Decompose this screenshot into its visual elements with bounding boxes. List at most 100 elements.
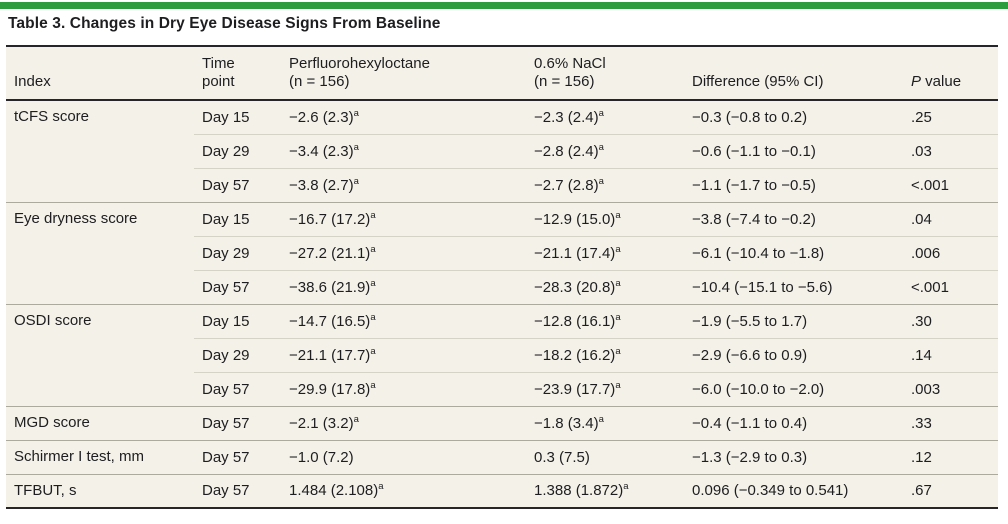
nacl-value-cell: −2.8 (2.4)a [526, 133, 684, 168]
perfluorohexyloctane-value-cell: −3.8 (2.7)a [281, 167, 526, 202]
p-value-cell: .003 [903, 371, 998, 406]
index-cell: MGD score [6, 405, 194, 440]
p-value-cell: .14 [903, 337, 998, 372]
footnote-marker: a [615, 243, 621, 255]
p-value-cell: .12 [903, 439, 998, 474]
nacl-value-cell: −21.1 (17.4)a [526, 235, 684, 270]
difference-ci-cell: −0.6 (−1.1 to −0.1) [684, 133, 903, 168]
table-row: Day 57 −29.9 (17.8)a −23.9 (17.7)a −6.0 (−1… [6, 371, 998, 406]
p-value-cell: .006 [903, 235, 998, 270]
time-point-cell: Day 57 [194, 371, 281, 406]
footnote-marker: a [615, 345, 621, 357]
perfluorohexyloctane-value-cell: −16.7 (17.2)a [281, 201, 526, 236]
data-table: Index Time point Perfluorohexyloctane (n… [6, 45, 998, 509]
difference-ci-cell: −0.3 (−0.8 to 0.2) [684, 99, 903, 134]
column-header-nacl: 0.6% NaCl (n = 156) [526, 46, 684, 101]
perfluorohexyloctane-value-cell: −29.9 (17.8)a [281, 371, 526, 406]
difference-ci-cell: −10.4 (−15.1 to −5.6) [684, 269, 903, 304]
brand-accent-bar [0, 2, 1008, 9]
nacl-value-cell: −28.3 (20.8)a [526, 269, 684, 304]
footnote-marker: a [615, 379, 621, 391]
column-header-perfluorohexyloctane: Perfluorohexyloctane (n = 156) [281, 46, 526, 101]
difference-ci-cell: −1.3 (−2.9 to 0.3) [684, 439, 903, 474]
perfluorohexyloctane-value-cell: −38.6 (21.9)a [281, 269, 526, 304]
nacl-value-cell: −12.9 (15.0)a [526, 201, 684, 236]
time-point-cell: Day 15 [194, 303, 281, 338]
time-point-cell: Day 29 [194, 337, 281, 372]
time-point-cell: Day 57 [194, 473, 281, 508]
footnote-marker: a [370, 345, 376, 357]
p-value-cell: .25 [903, 99, 998, 134]
difference-ci-cell: −1.1 (−1.7 to −0.5) [684, 167, 903, 202]
time-point-cell: Day 15 [194, 99, 281, 134]
time-point-cell: Day 57 [194, 439, 281, 474]
time-point-cell: Day 57 [194, 167, 281, 202]
perfluorohexyloctane-value-cell: −2.6 (2.3)a [281, 99, 526, 134]
table-row: Schirmer I test, mm Day 57 −1.0 (7.2) 0.3 (… [6, 439, 998, 474]
time-point-cell: Day 29 [194, 133, 281, 168]
header-row: Index Time point Perfluorohexyloctane (n… [6, 46, 998, 101]
difference-ci-cell: −3.8 (−7.4 to −0.2) [684, 201, 903, 236]
difference-ci-cell: −1.9 (−5.5 to 1.7) [684, 303, 903, 338]
index-cell: OSDI score [6, 303, 194, 406]
footnote-marker: a [370, 311, 376, 323]
footnote-marker: a [615, 277, 621, 289]
table-row: tCFS score Day 15 −2.6 (2.3)a −2.3 (2.4)a −0… [6, 99, 998, 202]
nacl-value-cell: −2.7 (2.8)a [526, 167, 684, 202]
table-row: OSDI score Day 15 −14.7 (16.5)a −12.8 (16.1… [6, 303, 998, 406]
footnote-marker: a [378, 481, 384, 493]
perfluorohexyloctane-value-cell: −14.7 (16.5)a [281, 303, 526, 338]
p-value-cell: <.001 [903, 167, 998, 202]
difference-ci-cell: −0.4 (−1.1 to 0.4) [684, 405, 903, 440]
footnote-marker: a [598, 413, 604, 425]
footnote-marker: a [598, 141, 604, 153]
perfluorohexyloctane-value-cell: −3.4 (2.3)a [281, 133, 526, 168]
nacl-value-cell: −1.8 (3.4)a [526, 405, 684, 440]
footnote-marker: a [353, 413, 359, 425]
table-row: Day 57 −38.6 (21.9)a −28.3 (20.8)a −10.4 (−… [6, 269, 998, 304]
difference-ci-cell: 0.096 (−0.349 to 0.541) [684, 473, 903, 508]
index-cell: tCFS score [6, 99, 194, 202]
column-header-time-point: Time point [194, 46, 281, 101]
table-row: TFBUT, s Day 57 1.484 (2.108)a 1.388 (1.872… [6, 473, 998, 508]
perfluorohexyloctane-value-cell: −27.2 (21.1)a [281, 235, 526, 270]
column-header-difference: Difference (95% CI) [684, 46, 903, 101]
p-value-cell: .30 [903, 303, 998, 338]
time-point-cell: Day 57 [194, 269, 281, 304]
table-row: Day 29 −3.4 (2.3)a −2.8 (2.4)a −0.6 (−1.1 t… [6, 133, 998, 168]
difference-ci-cell: −2.9 (−6.6 to 0.9) [684, 337, 903, 372]
time-point-cell: Day 29 [194, 235, 281, 270]
table-row: Eye dryness score Day 15 −16.7 (17.2)a −12.… [6, 201, 998, 304]
table-row: Day 29 −21.1 (17.7)a −18.2 (16.2)a −2.9 (−6… [6, 337, 998, 372]
footnote-marker: a [598, 175, 604, 187]
p-value-cell: .33 [903, 405, 998, 440]
footnote-marker: a [353, 141, 359, 153]
perfluorohexyloctane-value-cell: 1.484 (2.108)a [281, 473, 526, 508]
difference-ci-cell: −6.1 (−10.4 to −1.8) [684, 235, 903, 270]
footnote-marker: a [615, 311, 621, 323]
p-value-cell: .04 [903, 201, 998, 236]
table-body: tCFS score Day 15 −2.6 (2.3)a −2.3 (2.4)a −0… [6, 99, 998, 508]
footnote-marker: a [370, 277, 376, 289]
p-value-cell: <.001 [903, 269, 998, 304]
nacl-value-cell: −18.2 (16.2)a [526, 337, 684, 372]
nacl-value-cell: −12.8 (16.1)a [526, 303, 684, 338]
column-header-p-value: P value [903, 46, 998, 101]
nacl-value-cell: −2.3 (2.4)a [526, 99, 684, 134]
index-cell: Eye dryness score [6, 201, 194, 304]
p-value-cell: .67 [903, 473, 998, 508]
footnote-marker: a [370, 209, 376, 221]
time-point-cell: Day 15 [194, 201, 281, 236]
perfluorohexyloctane-value-cell: −2.1 (3.2)a [281, 405, 526, 440]
index-cell: Schirmer I test, mm [6, 439, 194, 474]
footnote-marker: a [615, 209, 621, 221]
p-value-italic-p: P [911, 73, 922, 91]
footnote-marker: a [370, 379, 376, 391]
table-row: Day 57 −3.8 (2.7)a −2.7 (2.8)a −1.1 (−1.7 t… [6, 167, 998, 202]
nacl-value-cell: 1.388 (1.872)a [526, 473, 684, 508]
footnote-marker: a [370, 243, 376, 255]
difference-ci-cell: −6.0 (−10.0 to −2.0) [684, 371, 903, 406]
footnote-marker: a [353, 107, 359, 119]
footnote-marker: a [623, 481, 629, 493]
